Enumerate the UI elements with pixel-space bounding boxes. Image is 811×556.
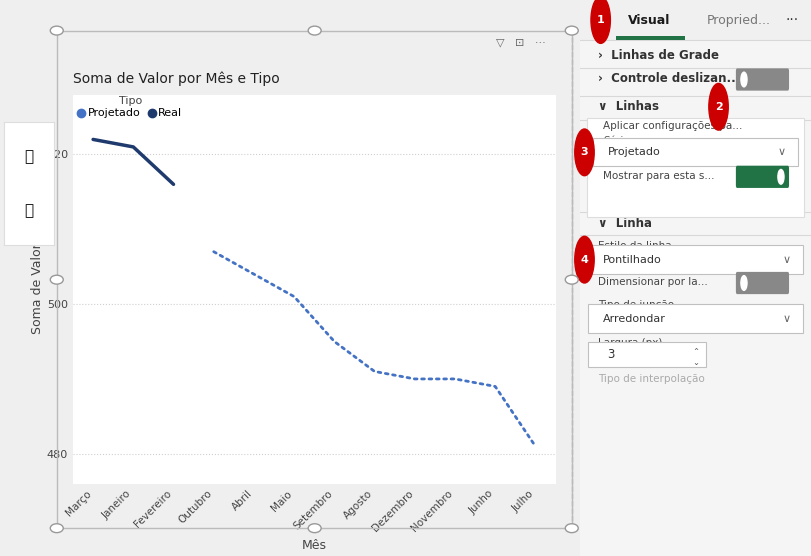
Text: ⌃: ⌃ [692, 348, 699, 357]
Text: Mostrar para esta s...: Mostrar para esta s... [603, 171, 714, 181]
Text: Estilo da linha: Estilo da linha [599, 241, 672, 251]
Text: 🖊: 🖊 [24, 203, 34, 218]
Text: Pontilhado: Pontilhado [603, 255, 662, 265]
FancyBboxPatch shape [587, 118, 804, 217]
Y-axis label: Soma de Valor: Soma de Valor [31, 244, 44, 335]
Circle shape [575, 236, 594, 283]
Text: ›  Controle deslizan...: › Controle deslizan... [599, 72, 740, 86]
Circle shape [709, 83, 728, 130]
FancyBboxPatch shape [588, 245, 803, 274]
Text: 3: 3 [581, 147, 588, 157]
Text: Tipo de interpolação: Tipo de interpolação [599, 374, 705, 384]
Text: ›  Linhas de Grade: › Linhas de Grade [599, 49, 719, 62]
Text: Tipo de junção: Tipo de junção [599, 300, 675, 310]
Text: Largura (px): Largura (px) [599, 338, 663, 348]
FancyBboxPatch shape [593, 138, 798, 166]
Text: ∨  Linhas: ∨ Linhas [599, 100, 659, 113]
Text: 3: 3 [607, 348, 615, 361]
Text: Dimensionar por la...: Dimensionar por la... [599, 277, 708, 287]
Text: ∨  Linha: ∨ Linha [599, 217, 652, 230]
Text: ▽   ⊡   ···: ▽ ⊡ ··· [496, 38, 546, 48]
Text: 📊: 📊 [24, 149, 34, 164]
Text: ···: ··· [786, 13, 799, 27]
Text: Arredondar: Arredondar [603, 314, 666, 324]
X-axis label: Mês: Mês [302, 539, 327, 552]
Circle shape [575, 129, 594, 176]
Circle shape [591, 0, 611, 43]
Text: Soma de Valor por Mês e Tipo: Soma de Valor por Mês e Tipo [73, 72, 280, 86]
FancyBboxPatch shape [588, 342, 706, 367]
Text: 4: 4 [581, 255, 589, 265]
Text: 2: 2 [714, 102, 723, 112]
Circle shape [741, 276, 747, 290]
Bar [616, 36, 685, 40]
Text: Propried...: Propried... [707, 13, 771, 27]
Text: ∨: ∨ [782, 255, 790, 265]
Text: ⌄: ⌄ [692, 358, 699, 367]
Text: ∨: ∨ [782, 314, 790, 324]
Text: Projetado: Projetado [607, 147, 660, 157]
Text: Série: Série [603, 136, 629, 146]
FancyBboxPatch shape [736, 68, 789, 91]
Text: Visual: Visual [629, 13, 671, 27]
Text: ∨: ∨ [778, 147, 786, 157]
Circle shape [778, 170, 784, 184]
Text: Aplicar configurações pa...: Aplicar configurações pa... [603, 121, 742, 131]
Circle shape [741, 72, 747, 87]
FancyBboxPatch shape [588, 304, 803, 333]
Legend: Projetado, Real: Projetado, Real [79, 96, 182, 118]
FancyBboxPatch shape [580, 0, 811, 40]
FancyBboxPatch shape [736, 272, 789, 294]
Text: 1: 1 [597, 15, 604, 25]
FancyBboxPatch shape [736, 166, 789, 188]
